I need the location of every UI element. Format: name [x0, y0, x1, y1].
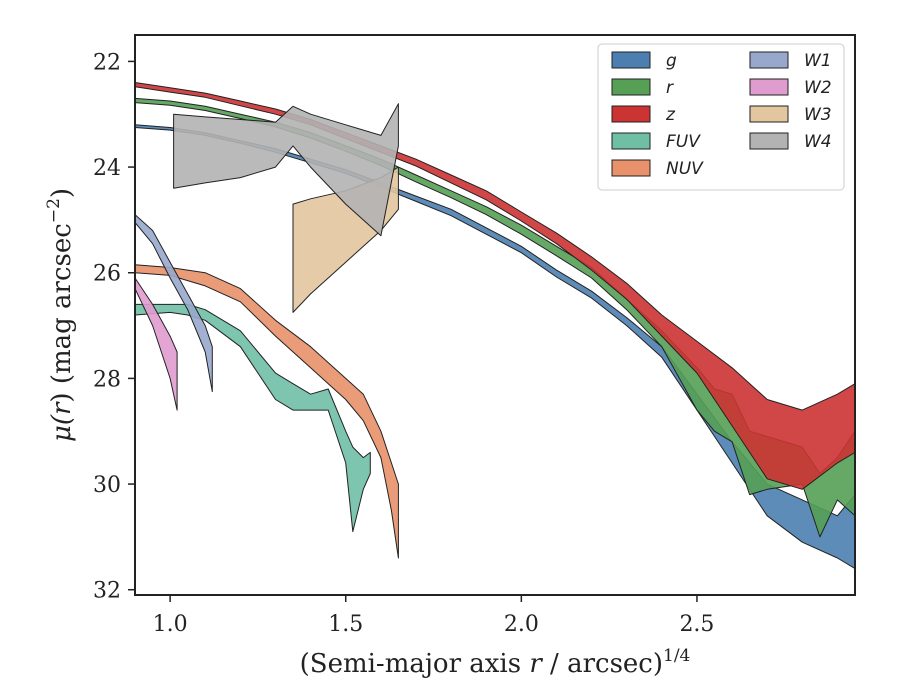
legend-label-w1: W1 [804, 51, 832, 71]
axis-ticks: 1.0 1.5 2.0 2.5 22 24 26 28 30 32 [93, 50, 714, 637]
legend-label-w2: W2 [804, 78, 832, 98]
x-tick-label: 1.0 [153, 612, 188, 637]
bands-group [135, 82, 855, 570]
legend-label-w3: W3 [804, 105, 832, 125]
x-tick-label: 1.5 [328, 612, 363, 637]
band-fuv [135, 303, 371, 533]
y-tick-label: 30 [93, 473, 121, 498]
y-tick-label: 26 [93, 262, 121, 287]
legend-swatch-z [611, 105, 651, 123]
legend-label-r: r [666, 78, 674, 98]
band-w2 [135, 277, 178, 411]
legend-label-fuv: FUV [666, 132, 701, 152]
x-tick-label: 2.5 [679, 612, 714, 637]
legend-label-w4: W4 [804, 132, 832, 152]
band-w1 [135, 214, 213, 393]
y-tick-label: 28 [93, 367, 121, 392]
legend-swatch-fuv [611, 132, 651, 150]
legend-swatch-w3 [749, 105, 789, 123]
legend-swatch-r [611, 78, 651, 96]
legend-swatch-w4 [749, 132, 789, 150]
plot-frame [134, 34, 856, 596]
legend-swatch-nuv [611, 159, 651, 177]
plot-area [134, 34, 856, 596]
legend-label-nuv: NUV [666, 159, 704, 179]
y-tick-label: 24 [93, 156, 121, 181]
legend: grz FUV NUV W1 W2 W3 W4 [597, 43, 845, 191]
band-nuv [135, 264, 399, 559]
legend-label-z: z [665, 105, 676, 125]
legend-label-g: g [666, 51, 677, 71]
legend-swatch-g [611, 51, 651, 69]
y-axis-title: μ(r) (mag arcsec−2) [44, 188, 77, 442]
band-w4 [173, 103, 399, 237]
legend-swatch-w1 [749, 51, 789, 69]
legend-swatch-w2 [749, 78, 789, 96]
x-axis-title: (Semi-major axis r / arcsec)1/4 [300, 646, 691, 679]
y-tick-label: 32 [93, 579, 121, 604]
x-tick-label: 2.0 [504, 612, 539, 637]
y-tick-label: 22 [93, 50, 121, 75]
